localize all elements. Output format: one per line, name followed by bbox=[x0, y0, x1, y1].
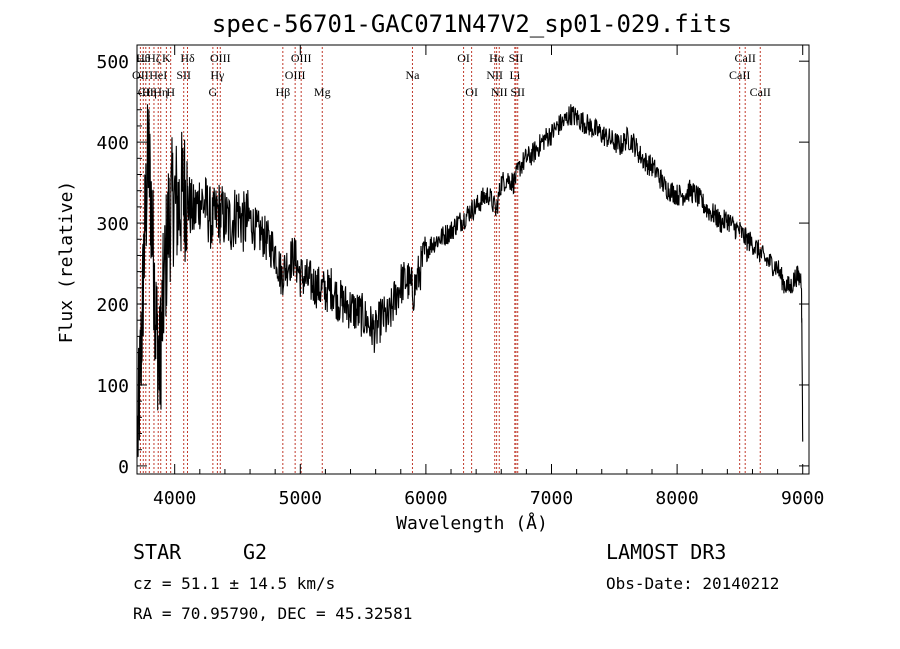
line-marker-label: G bbox=[209, 85, 218, 99]
plot-frame bbox=[136, 44, 810, 475]
line-marker-label: OIII bbox=[291, 51, 312, 65]
x-tick-label: 6000 bbox=[404, 488, 447, 509]
line-marker-label: OI bbox=[457, 51, 470, 65]
line-marker-label: OIII bbox=[285, 68, 306, 82]
line-marker-label: Hβ bbox=[275, 85, 290, 99]
series-line-flux bbox=[136, 104, 804, 458]
x-tick-label: 5000 bbox=[279, 488, 322, 509]
x-tick-label: 8000 bbox=[655, 488, 698, 509]
line-marker-label: SII bbox=[509, 51, 524, 65]
line-marker-label: SII bbox=[176, 68, 191, 82]
line-marker-label: Hθ bbox=[136, 51, 151, 65]
line-marker-label: K bbox=[162, 51, 171, 65]
line-marker-label: CaII bbox=[729, 68, 750, 82]
chart-title: spec-56701-GAC071N47V2_sp01-029.fits bbox=[212, 10, 732, 38]
line-marker-label: OI bbox=[465, 85, 478, 99]
axis-ticks: 4000 5000 6000 7000 8000 9000 0 100 200 300 400 500 bbox=[96, 45, 824, 509]
line-marker-label: HeI bbox=[149, 68, 167, 82]
line-marker-label: CaII bbox=[735, 51, 756, 65]
survey-name: LAMOST DR3 bbox=[606, 540, 727, 564]
y-tick-label: 100 bbox=[96, 376, 129, 397]
line-marker-label: Hη bbox=[153, 85, 168, 99]
object-subclass: G2 bbox=[243, 540, 268, 564]
observation-date: Obs-Date: 20140212 bbox=[606, 574, 780, 593]
x-tick-label: 4000 bbox=[153, 488, 196, 509]
line-markers bbox=[139, 47, 761, 474]
x-axis-label: Wavelength (Å) bbox=[396, 512, 548, 534]
line-marker-label: Li bbox=[509, 68, 520, 82]
y-tick-label: 300 bbox=[96, 214, 129, 235]
y-tick-label: 500 bbox=[96, 52, 129, 73]
coordinates: RA = 70.95790, DEC = 45.32581 bbox=[133, 604, 413, 623]
line-marker-labels: OIIHθCIIHηHζHeIHηKHSIIHδGHγOIIIHβOIIIOII… bbox=[132, 51, 771, 99]
line-marker-label: Hη bbox=[142, 85, 157, 99]
line-marker-label: Mg bbox=[314, 85, 331, 99]
line-marker-label: Hα bbox=[489, 51, 505, 65]
y-tick-label: 0 bbox=[118, 457, 129, 478]
line-marker-label: CII bbox=[138, 85, 154, 99]
y-tick-label: 400 bbox=[96, 133, 129, 154]
line-marker-label: NII bbox=[491, 85, 508, 99]
line-marker-label: OII bbox=[132, 68, 149, 82]
line-marker-label: H bbox=[166, 85, 175, 99]
line-marker-label: SII bbox=[510, 85, 525, 99]
line-marker-label: Hγ bbox=[210, 68, 225, 82]
line-marker-label: Hδ bbox=[180, 51, 195, 65]
x-tick-label: 9000 bbox=[781, 488, 824, 509]
line-marker-label: NII bbox=[486, 68, 503, 82]
y-tick-label: 200 bbox=[96, 295, 129, 316]
line-marker-label: OIII bbox=[210, 51, 231, 65]
x-tick-label: 7000 bbox=[530, 488, 573, 509]
line-marker-label: Na bbox=[405, 68, 420, 82]
line-marker-label: Hζ bbox=[147, 51, 161, 65]
line-marker-label: CaII bbox=[750, 85, 771, 99]
object-class: STAR bbox=[133, 540, 182, 564]
y-axis-label: Flux (relative) bbox=[56, 181, 77, 344]
redshift-velocity: cz = 51.1 ± 14.5 km/s bbox=[133, 574, 336, 593]
